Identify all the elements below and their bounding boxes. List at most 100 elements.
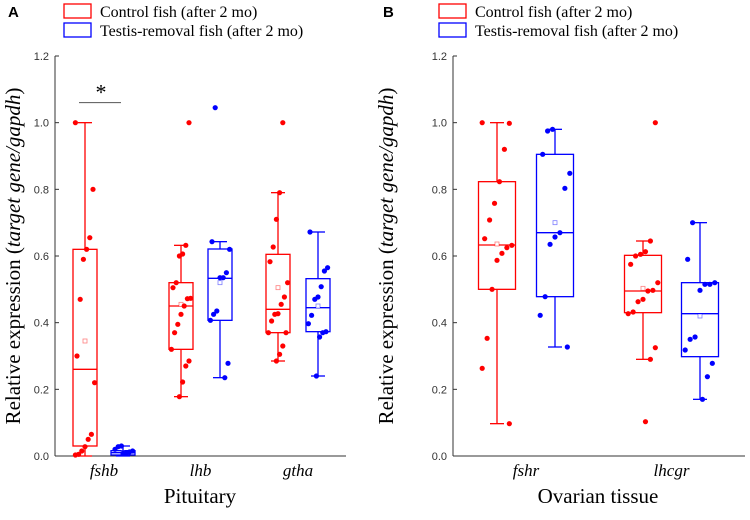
data-point — [690, 220, 696, 226]
data-point — [74, 353, 80, 359]
y-tick-label: 0.8 — [432, 184, 447, 196]
box-iqr — [535, 153, 575, 298]
data-point — [281, 294, 287, 300]
data-point — [72, 120, 78, 126]
data-point — [547, 241, 553, 247]
data-point — [491, 200, 498, 206]
category-label: fshr — [513, 461, 540, 480]
data-point — [702, 281, 708, 287]
y-axis-label-italic: target gene/gapdh — [374, 95, 398, 248]
data-point — [499, 250, 505, 256]
data-point — [280, 343, 286, 349]
box-iqr — [477, 181, 517, 290]
box-fshb-testis-removal — [110, 443, 136, 457]
data-point — [217, 275, 223, 281]
data-point — [120, 450, 126, 456]
data-point — [496, 179, 503, 185]
data-point — [223, 270, 229, 276]
data-point — [682, 347, 688, 353]
data-point — [652, 345, 658, 351]
data-point — [278, 301, 284, 307]
y-axis-label: Relative expression (target gene/gapdh) — [374, 88, 398, 425]
y-axis-label-prefix: Relative expression ( — [374, 247, 398, 424]
x-axis-label: Ovarian tissue — [538, 484, 659, 508]
data-point — [180, 379, 186, 385]
data-point — [625, 311, 631, 317]
data-point — [88, 431, 94, 437]
data-point — [479, 365, 485, 371]
data-point — [509, 242, 515, 248]
data-point — [173, 280, 179, 286]
data-point — [309, 312, 315, 318]
data-point — [178, 311, 184, 317]
box-lhb-testis-removal — [207, 105, 233, 381]
data-point — [707, 281, 713, 287]
data-point — [170, 285, 176, 291]
legend-swatch — [438, 22, 467, 38]
y-tick-label: 0.4 — [432, 318, 447, 330]
data-point — [85, 436, 91, 442]
data-point — [80, 256, 86, 262]
data-point — [637, 251, 644, 257]
data-point — [479, 120, 485, 126]
data-point — [277, 351, 283, 357]
data-point — [506, 120, 512, 126]
data-point — [320, 330, 326, 336]
data-point — [628, 261, 634, 267]
data-point — [567, 170, 573, 176]
data-point — [545, 128, 551, 134]
y-axis-label-suffix: ) — [1, 88, 25, 95]
data-point — [168, 346, 174, 352]
box-lhcgr-testis-removal — [680, 220, 720, 402]
box-iqr — [623, 254, 663, 314]
data-point — [647, 356, 654, 362]
mean-marker — [552, 220, 558, 226]
legend-label: Testis-removal fish (after 2 mo) — [100, 23, 303, 40]
data-point — [87, 235, 93, 241]
data-point — [312, 296, 318, 302]
data-point — [212, 105, 218, 111]
data-point — [647, 238, 654, 244]
mean-marker — [697, 313, 703, 319]
mean-marker — [640, 285, 646, 291]
data-point — [183, 363, 189, 369]
data-point — [321, 268, 327, 274]
data-point — [305, 321, 311, 327]
data-point — [692, 334, 698, 340]
data-point — [90, 186, 96, 192]
data-point — [225, 360, 231, 366]
data-point — [540, 151, 546, 157]
y-tick-label: 0.0 — [34, 451, 49, 463]
box-lhb-control — [168, 120, 194, 400]
data-point — [112, 446, 118, 452]
data-point — [265, 330, 271, 336]
panel-b: B Control fish (after 2 mo) Testis-removal… — [374, 3, 745, 508]
legend-swatch — [63, 22, 92, 38]
data-point — [494, 257, 500, 263]
data-point — [537, 312, 543, 318]
data-point — [186, 358, 192, 364]
data-point — [552, 234, 558, 240]
box-iqr — [72, 248, 98, 447]
box-gtha-control — [265, 120, 291, 364]
data-point — [79, 448, 85, 454]
data-point — [484, 335, 490, 341]
y-tick-label: 1.2 — [34, 51, 49, 63]
data-point — [227, 246, 233, 252]
box-iqr — [305, 278, 331, 333]
y-tick-label: 0.6 — [34, 251, 49, 263]
data-point — [501, 146, 507, 152]
data-point — [640, 296, 646, 302]
category-label: lhcgr — [654, 461, 690, 480]
y-axis-label-suffix: ) — [374, 88, 398, 95]
data-point — [277, 190, 283, 196]
data-point — [506, 421, 512, 427]
data-point — [273, 216, 279, 222]
data-point — [317, 334, 323, 340]
data-point — [687, 336, 693, 342]
data-point — [285, 280, 291, 286]
mean-marker — [275, 285, 281, 291]
data-point — [214, 308, 220, 314]
box-gtha-testis-removal — [305, 229, 331, 379]
